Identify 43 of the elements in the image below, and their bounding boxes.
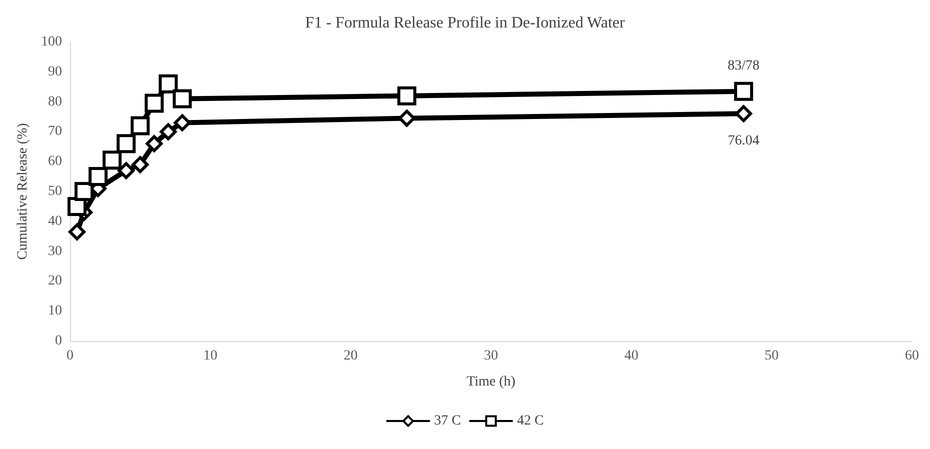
point xyxy=(735,105,752,122)
y-tick-label: 0 xyxy=(55,334,62,348)
point xyxy=(132,156,149,174)
point xyxy=(130,116,150,136)
point xyxy=(158,74,178,94)
point xyxy=(102,150,122,170)
point xyxy=(116,134,136,154)
x-tick-label: 60 xyxy=(905,348,919,364)
y-tick-label: 90 xyxy=(48,64,62,80)
point xyxy=(74,182,94,201)
legend-label: 42 C xyxy=(517,414,544,428)
point xyxy=(88,167,108,186)
point xyxy=(734,82,754,101)
x-axis-title: Time (h) xyxy=(466,374,516,390)
x-tick-label: 40 xyxy=(624,348,638,364)
x-tick-label: 20 xyxy=(344,348,358,364)
y-tick-label: 20 xyxy=(48,274,62,289)
point xyxy=(146,135,163,152)
x-tick-label: 30 xyxy=(484,348,498,364)
point xyxy=(118,162,135,180)
point xyxy=(144,94,164,113)
y-tick-label: 40 xyxy=(48,214,62,229)
y-axis-title: Cumulative Release (%) xyxy=(16,122,30,260)
x-tick-label: 0 xyxy=(66,348,74,364)
point xyxy=(160,123,177,140)
legend-label: 37 C xyxy=(434,414,462,428)
point xyxy=(172,89,192,108)
y-tick-label: 60 xyxy=(48,154,62,170)
data-label: 76.04 xyxy=(728,134,760,149)
y-tick-label: 10 xyxy=(48,304,62,319)
x-tick-label: 10 xyxy=(203,348,218,364)
annotation: 83/78 xyxy=(728,58,760,74)
point xyxy=(398,110,416,127)
chart-title: F1 - Formula Release Profile in De-Ionized Water xyxy=(305,14,626,32)
y-tick-label: 30 xyxy=(48,244,62,259)
point xyxy=(68,223,86,240)
point xyxy=(174,114,191,132)
y-tick-label: 50 xyxy=(48,184,62,199)
point xyxy=(397,86,416,106)
y-tick-label: 80 xyxy=(48,94,62,110)
y-tick-label: 70 xyxy=(48,124,62,140)
y-tick-label: 100 xyxy=(41,34,62,50)
x-tick-label: 50 xyxy=(764,348,779,364)
